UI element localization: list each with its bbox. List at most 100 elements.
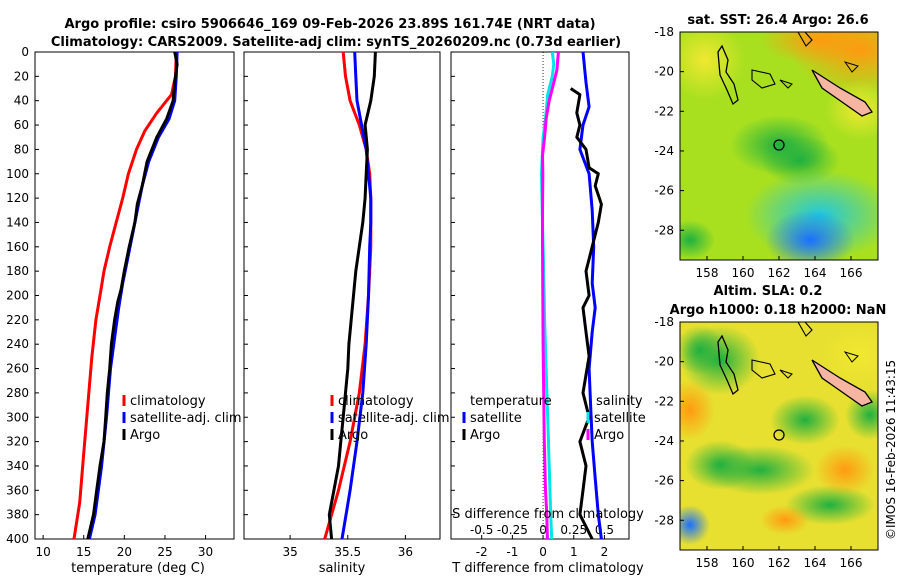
map-lat-tick-label: -22: [654, 394, 674, 408]
legend-title-temperature: temperature: [470, 394, 552, 409]
depth-tick-label: 80: [14, 142, 29, 156]
difference-xlabel: T difference from climatology: [451, 561, 644, 576]
map-lon-tick-label: 164: [804, 556, 827, 570]
depth-axis: 0 20 40 60 80 100 120 140 160 180 200 220 240 260 280 3…: [6, 45, 455, 546]
x-tick-label: 1: [570, 545, 578, 559]
depth-tick-label: 220: [6, 313, 29, 327]
x-tick-label: -1: [506, 545, 518, 559]
difference-top-xlabel: S difference from climatology: [452, 507, 644, 522]
map-lat-tick-label: -20: [654, 65, 674, 79]
map-axes: -18 -20 -22 -24 -26 -28 158 160 162 164 166 -18 -20 -…: [654, 25, 862, 570]
x-tick-label: 0: [539, 545, 547, 559]
legend-label: Argo: [338, 428, 368, 443]
top-x-tick-label: 0.25: [560, 523, 587, 537]
x-tick-label: 35: [282, 545, 297, 559]
legend-label: climatology: [338, 394, 414, 409]
legend-label: climatology: [130, 394, 206, 409]
map-lon-tick-label: 162: [768, 556, 791, 570]
depth-tick-label: 160: [6, 240, 29, 254]
depth-tick-label: 240: [6, 337, 29, 351]
imos-timestamp: ©IMOS 16-Feb-2026 11:43:15: [884, 360, 898, 540]
difference-plot-frame: [450, 51, 630, 540]
map-lat-tick-label: -18: [654, 25, 674, 39]
series-line-argo: [327, 52, 377, 539]
x-tick-label: 15: [76, 545, 91, 559]
legend-label: satellite-adj. clim: [130, 411, 242, 426]
x-tick-label: 36: [398, 545, 413, 559]
map-lon-tick-label: 160: [732, 266, 755, 280]
depth-tick-label: 0: [21, 45, 29, 59]
legend-label: Argo: [594, 428, 624, 443]
map-lon-tick-label: 158: [696, 556, 719, 570]
series-line-s-argo: [541, 52, 560, 539]
legend-label: satellite: [594, 411, 646, 426]
sla-map-title-line1: Altim. SLA: 0.2: [714, 284, 823, 299]
map-lat-tick-label: -28: [654, 223, 674, 237]
map-lat-tick-label: -24: [654, 434, 674, 448]
depth-tick-label: 300: [6, 410, 29, 424]
depth-tick-label: 200: [6, 289, 29, 303]
top-x-tick-label: -0.5: [470, 523, 493, 537]
map-lat-tick-label: -26: [654, 474, 674, 488]
depth-tick-label: 100: [6, 167, 29, 181]
map-lon-tick-label: 166: [840, 266, 863, 280]
temperature-plot-frame: [34, 51, 235, 540]
sla-argo-marker: [773, 429, 785, 441]
sst-map-title: sat. SST: 26.4 Argo: 26.6: [687, 13, 868, 28]
series-line-t-argo: [569, 87, 603, 539]
data-series: [72, 52, 603, 539]
temperature-legend: climatology satellite-adj. clim Argo: [122, 394, 242, 443]
legend-label: satellite-adj. clim: [338, 411, 450, 426]
map-lon-tick-label: 158: [696, 266, 719, 280]
series-line-argo: [86, 52, 179, 539]
depth-tick-label: 380: [6, 508, 29, 522]
depth-tick-label: 180: [6, 264, 29, 278]
map-lat-tick-label: -18: [654, 315, 674, 329]
map-lat-tick-label: -28: [654, 513, 674, 527]
series-line-climatology: [72, 52, 178, 539]
depth-tick-label: 340: [6, 459, 29, 473]
temperature-xlabel: temperature (deg C): [71, 561, 205, 576]
x-tick-label: 20: [117, 545, 132, 559]
salinity-plot-frame: [243, 51, 441, 540]
top-x-tick-label: -0.25: [497, 523, 528, 537]
series-line-t-satellite: [578, 52, 603, 539]
legend-title-salinity: salinity: [596, 394, 643, 409]
x-tick-label: -2: [476, 545, 488, 559]
map-lon-tick-label: 160: [732, 556, 755, 570]
x-axes: 10 15 20 25 30 35 35.5 36 -2 -1 0 1 2-0.5 -0.25 0 0.25 0…: [35, 523, 614, 559]
sst-argo-marker: [773, 139, 785, 151]
figure-title-line1: Argo profile: csiro 5906646_169 09-Feb-2…: [64, 17, 595, 32]
map-lon-tick-label: 162: [768, 266, 791, 280]
sla-map-field: [680, 322, 878, 550]
legend-label: Argo: [130, 428, 160, 443]
depth-tick-label: 280: [6, 386, 29, 400]
sla-map-coastlines: [717, 322, 874, 407]
salinity-xlabel: salinity: [319, 561, 366, 576]
map-lon-tick-label: 164: [804, 266, 827, 280]
x-tick-label: 35.5: [334, 545, 361, 559]
x-tick-label: 2: [601, 545, 609, 559]
depth-tick-label: 40: [14, 94, 29, 108]
depth-tick-label: 360: [6, 483, 29, 497]
map-lat-tick-label: -20: [654, 355, 674, 369]
map-lat-tick-label: -22: [654, 104, 674, 118]
sst-map-coastlines: [717, 32, 874, 117]
figure-title-line2: Climatology: CARS2009. Satellite-adj cli…: [51, 35, 621, 50]
x-tick-label: 10: [35, 545, 50, 559]
x-tick-label: 25: [157, 545, 172, 559]
legend-label: satellite: [470, 411, 522, 426]
sla-map-title-line2: Argo h1000: 0.18 h2000: NaN: [670, 303, 887, 318]
map-lat-tick-label: -26: [654, 184, 674, 198]
depth-tick-label: 400: [6, 532, 29, 546]
sst-map-field: [680, 32, 878, 260]
depth-tick-label: 140: [6, 215, 29, 229]
difference-legend: temperature satellite Argo salinity sate…: [462, 394, 646, 443]
depth-tick-label: 60: [14, 118, 29, 132]
depth-tick-label: 20: [14, 69, 29, 83]
map-lat-tick-label: -24: [654, 144, 674, 158]
x-tick-label: 30: [198, 545, 213, 559]
top-x-tick-label: 0.5: [595, 523, 614, 537]
depth-tick-label: 120: [6, 191, 29, 205]
